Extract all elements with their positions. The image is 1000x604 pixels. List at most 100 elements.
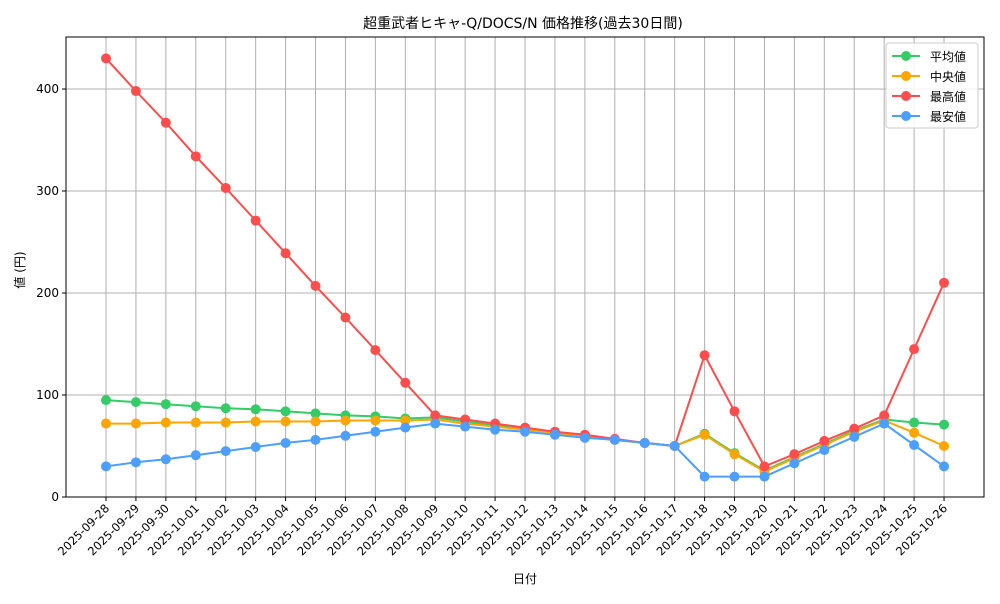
data-point [340, 312, 351, 323]
data-point [101, 461, 111, 472]
y-axis-label: 値 (円) [12, 251, 27, 288]
data-point [430, 418, 441, 429]
data-point [190, 417, 201, 428]
data-point [579, 432, 590, 443]
data-point [310, 434, 321, 445]
series-最安値 [101, 418, 950, 482]
data-point [280, 416, 291, 427]
data-point [280, 248, 291, 259]
legend-marker-icon [901, 51, 911, 61]
data-point [939, 277, 950, 288]
legend-box [885, 42, 979, 129]
legend-label: 最高値 [930, 89, 966, 104]
data-point [250, 404, 261, 415]
data-point [939, 461, 950, 472]
data-point [909, 417, 920, 428]
data-point [400, 422, 411, 433]
data-point [310, 408, 321, 419]
data-point [310, 280, 321, 291]
data-point [101, 53, 111, 64]
data-point [430, 410, 441, 421]
data-point [819, 445, 830, 456]
data-point [340, 415, 351, 426]
data-point [280, 406, 291, 417]
y-axis: 0 100 200 300 400 [36, 82, 66, 504]
data-point [460, 414, 471, 425]
data-point [400, 377, 411, 388]
data-point [220, 182, 231, 193]
y-tick-label: 200 [36, 286, 59, 300]
plot-frame [65, 36, 985, 498]
data-point [130, 418, 141, 429]
data-point [729, 449, 740, 460]
data-point [160, 399, 171, 410]
data-point [460, 421, 471, 432]
legend-item: 中央値 [892, 69, 966, 84]
legend-item: 最高値 [892, 89, 966, 104]
data-point [340, 430, 351, 441]
data-point [729, 406, 740, 417]
y-tick-label: 0 [51, 490, 59, 504]
legend-item: 平均値 [892, 49, 966, 64]
data-point [370, 415, 381, 426]
legend-marker-icon [901, 91, 911, 101]
data-point [160, 454, 171, 465]
legend-label: 最安値 [930, 109, 966, 124]
y-tick-label: 100 [36, 388, 59, 402]
legend-marker-icon [901, 71, 911, 81]
y-tick-label: 400 [36, 82, 59, 96]
data-point [909, 427, 920, 438]
data-point [310, 416, 321, 427]
data-point [160, 417, 171, 428]
data-point [101, 395, 111, 406]
data-point [160, 117, 171, 128]
legend-marker-icon [901, 111, 911, 121]
series-lines [101, 53, 950, 482]
data-point [370, 345, 381, 356]
data-point [280, 437, 291, 448]
data-point [759, 461, 770, 472]
data-point [759, 471, 770, 482]
data-point [250, 442, 261, 453]
x-axis-label: 日付 [513, 572, 537, 586]
data-point [220, 446, 231, 457]
legend-item: 最安値 [892, 109, 966, 124]
data-point [909, 344, 920, 355]
data-point [849, 431, 860, 442]
data-point [400, 415, 411, 426]
data-point [789, 458, 800, 469]
chart-title: 超重武者ヒキャ-Q/DOCS/N 価格推移(過去30日間) [363, 16, 683, 32]
data-point [220, 417, 231, 428]
data-point [939, 419, 950, 430]
y-tick-label: 300 [36, 184, 59, 198]
data-point [370, 426, 381, 437]
data-point [130, 397, 141, 408]
data-point [879, 410, 890, 421]
data-point [220, 403, 231, 414]
data-point [130, 86, 141, 97]
data-point [130, 457, 141, 468]
data-point [520, 426, 531, 437]
data-point [639, 437, 650, 448]
data-point [849, 423, 860, 434]
data-point [879, 418, 890, 429]
data-point [190, 151, 201, 162]
data-point [729, 471, 740, 482]
data-point [490, 424, 501, 435]
data-point [939, 441, 950, 451]
data-point [250, 215, 261, 226]
data-point [609, 434, 620, 445]
legend-label: 中央値 [930, 69, 966, 84]
legend-label: 平均値 [930, 49, 966, 64]
data-point [669, 441, 680, 451]
data-point [250, 416, 261, 427]
data-point [789, 449, 800, 460]
data-point [699, 429, 710, 440]
data-point [699, 350, 710, 361]
x-axis: 2025-09-282025-09-292025-09-302025-10-01… [55, 497, 950, 558]
data-point [549, 429, 560, 440]
data-point [101, 418, 111, 429]
data-point [190, 450, 201, 461]
